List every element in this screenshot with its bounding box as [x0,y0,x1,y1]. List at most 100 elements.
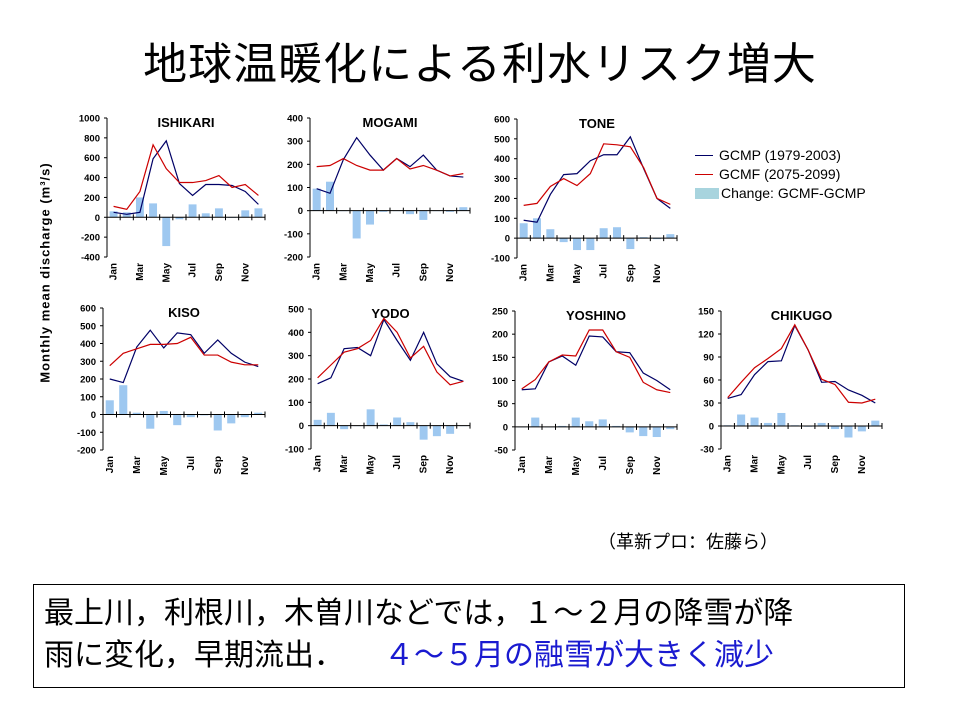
change-bar-yodo-jul [393,417,402,426]
x-tick-label-mogami: Sep [418,263,429,281]
y-tick-label-yoshino: 0 [503,422,508,433]
x-tick-label-kiso: Jan [105,456,116,473]
y-tick-label-yoshino: -50 [494,446,508,457]
x-tick-label-ishikari: Sep [214,263,225,281]
x-tick-label-yoshino: Jul [598,456,609,471]
x-tick-label-chikugo: Nov [857,455,868,474]
y-tick-label-mogami: 200 [287,160,303,171]
change-bar-yodo-aug [406,422,415,426]
x-tick-label-yoshino: Nov [652,456,663,475]
change-bar-mogami-apr [352,210,361,239]
x-tick-label-yoshino: Sep [625,456,636,474]
change-bar-yoshino-dec [666,426,675,430]
change-bar-chikugo-mar [750,417,759,426]
change-bar-ishikari-sep [214,208,223,218]
change-bar-ishikari-jul [188,204,197,218]
y-tick-label-yoshino: 200 [492,330,508,341]
change-bar-chikugo-may [777,412,786,426]
summary-highlight: ４～５月の融雪が大きく減少 [384,638,774,673]
y-tick-label-yodo: 300 [288,351,304,362]
y-tick-label-ishikari: 400 [84,173,100,184]
y-tick-label-mogami: 0 [298,206,303,217]
change-bar-yodo-jun [379,424,388,426]
y-tick-label-tone: 100 [494,214,510,225]
y-tick-label-ishikari: 600 [84,153,100,164]
y-tick-label-yoshino: 250 [492,307,508,318]
change-bar-mogami-jan [312,188,321,211]
change-bar-mogami-jun [379,210,388,212]
x-tick-label-tone: Sep [625,264,636,282]
series-line-gcmf-ishikari [113,143,259,211]
change-bar-mogami-may [366,210,374,225]
series-line-gcmf-mogami [316,157,464,177]
y-tick-label-kiso: 500 [80,321,96,332]
y-tick-label-yoshino: 50 [497,399,508,410]
y-tick-label-chikugo: 0 [709,422,714,433]
series-line-gcmp-ishikari [113,139,259,215]
chart-title-tone: TONE [579,116,615,131]
y-tick-label-kiso: 600 [80,304,96,315]
change-bar-yoshino-oct [639,426,648,437]
change-bar-kiso-oct [227,414,236,424]
x-tick-label-kiso: Mar [132,456,143,474]
chart-title-yoshino: YOSHINO [566,308,626,323]
change-bar-tone-sep [626,238,635,250]
legend-label-gcmf: GCMF (2075-2099) [719,166,841,182]
x-tick-label-mogami: Jan [312,263,323,280]
change-bar-kiso-may [159,410,168,415]
x-tick-label-mogami: Jul [392,263,403,278]
series-line-gcmf-yoshino [521,329,671,394]
y-tick-label-kiso: 100 [80,392,96,403]
change-bar-chikugo-apr [763,422,772,426]
chart-title-yodo: YODO [371,306,409,321]
change-bar-chikugo-dec [871,420,880,426]
change-bar-chikugo-sep [831,426,840,430]
change-bar-tone-feb [533,218,541,239]
change-bar-yodo-jan [313,419,322,426]
series-line-gcmp-kiso [109,329,259,384]
summary-line-2: 雨に変化，早期流出． ４～５月の融雪が大きく減少 [44,635,904,677]
x-tick-label-yoshino: Jan [517,456,528,473]
change-bar-kiso-mar [132,412,141,415]
change-bar-yodo-oct [432,425,441,437]
chart-title-kiso: KISO [168,305,200,320]
change-bar-yodo-feb [326,412,335,426]
x-tick-label-yodo: Jan [313,455,324,472]
x-tick-label-mogami: Nov [445,263,456,282]
change-bar-tone-aug [613,227,621,239]
slide-title: 地球温暖化による利水リスク増大 [143,39,817,90]
y-tick-label-yoshino: 100 [492,376,508,387]
x-tick-label-chikugo: May [776,455,787,475]
y-tick-label-yodo: 200 [288,375,304,386]
y-tick-label-ishikari: -200 [81,233,100,244]
summary-line-1: 最上川，利根川，木曽川などでは，１～２月の降雪が降 [44,596,794,631]
x-tick-label-yoshino: May [571,456,582,476]
change-bar-mogami-aug [406,210,414,215]
change-bar-ishikari-nov [241,210,250,218]
y-tick-label-ishikari: 0 [95,213,100,224]
x-tick-label-ishikari: May [161,263,172,283]
y-tick-label-tone: 600 [494,115,510,126]
x-tick-label-tone: Mar [545,264,556,282]
change-bar-ishikari-mar [135,197,144,218]
change-bar-yodo-mar [340,425,349,430]
chart-title-mogami: MOGAMI [363,115,418,130]
legend-item-gcmf: GCMF (2075-2099) [695,165,866,184]
legend: GCMP (1979-2003) GCMF (2075-2099) Change… [695,146,866,203]
x-tick-label-chikugo: Mar [750,455,761,473]
y-tick-label-yodo: 400 [288,328,304,339]
y-tick-label-ishikari: -400 [81,253,100,264]
y-tick-label-chikugo: 120 [698,330,714,341]
change-bar-ishikari-dec [254,208,263,218]
x-tick-label-mogami: May [365,263,376,283]
x-tick-label-yodo: Sep [419,455,430,473]
x-tick-label-yoshino: Mar [544,456,555,474]
y-tick-label-ishikari: 800 [84,133,100,144]
chart-title-chikugo: CHIKUGO [771,308,832,323]
legend-swatch-gcmp [695,155,713,156]
y-tick-label-yodo: 500 [288,305,304,316]
change-bar-mogami-nov [446,210,454,212]
y-tick-label-yoshino: 150 [492,353,508,364]
y-tick-label-tone: 500 [494,134,510,145]
y-tick-label-tone: 0 [505,234,510,245]
